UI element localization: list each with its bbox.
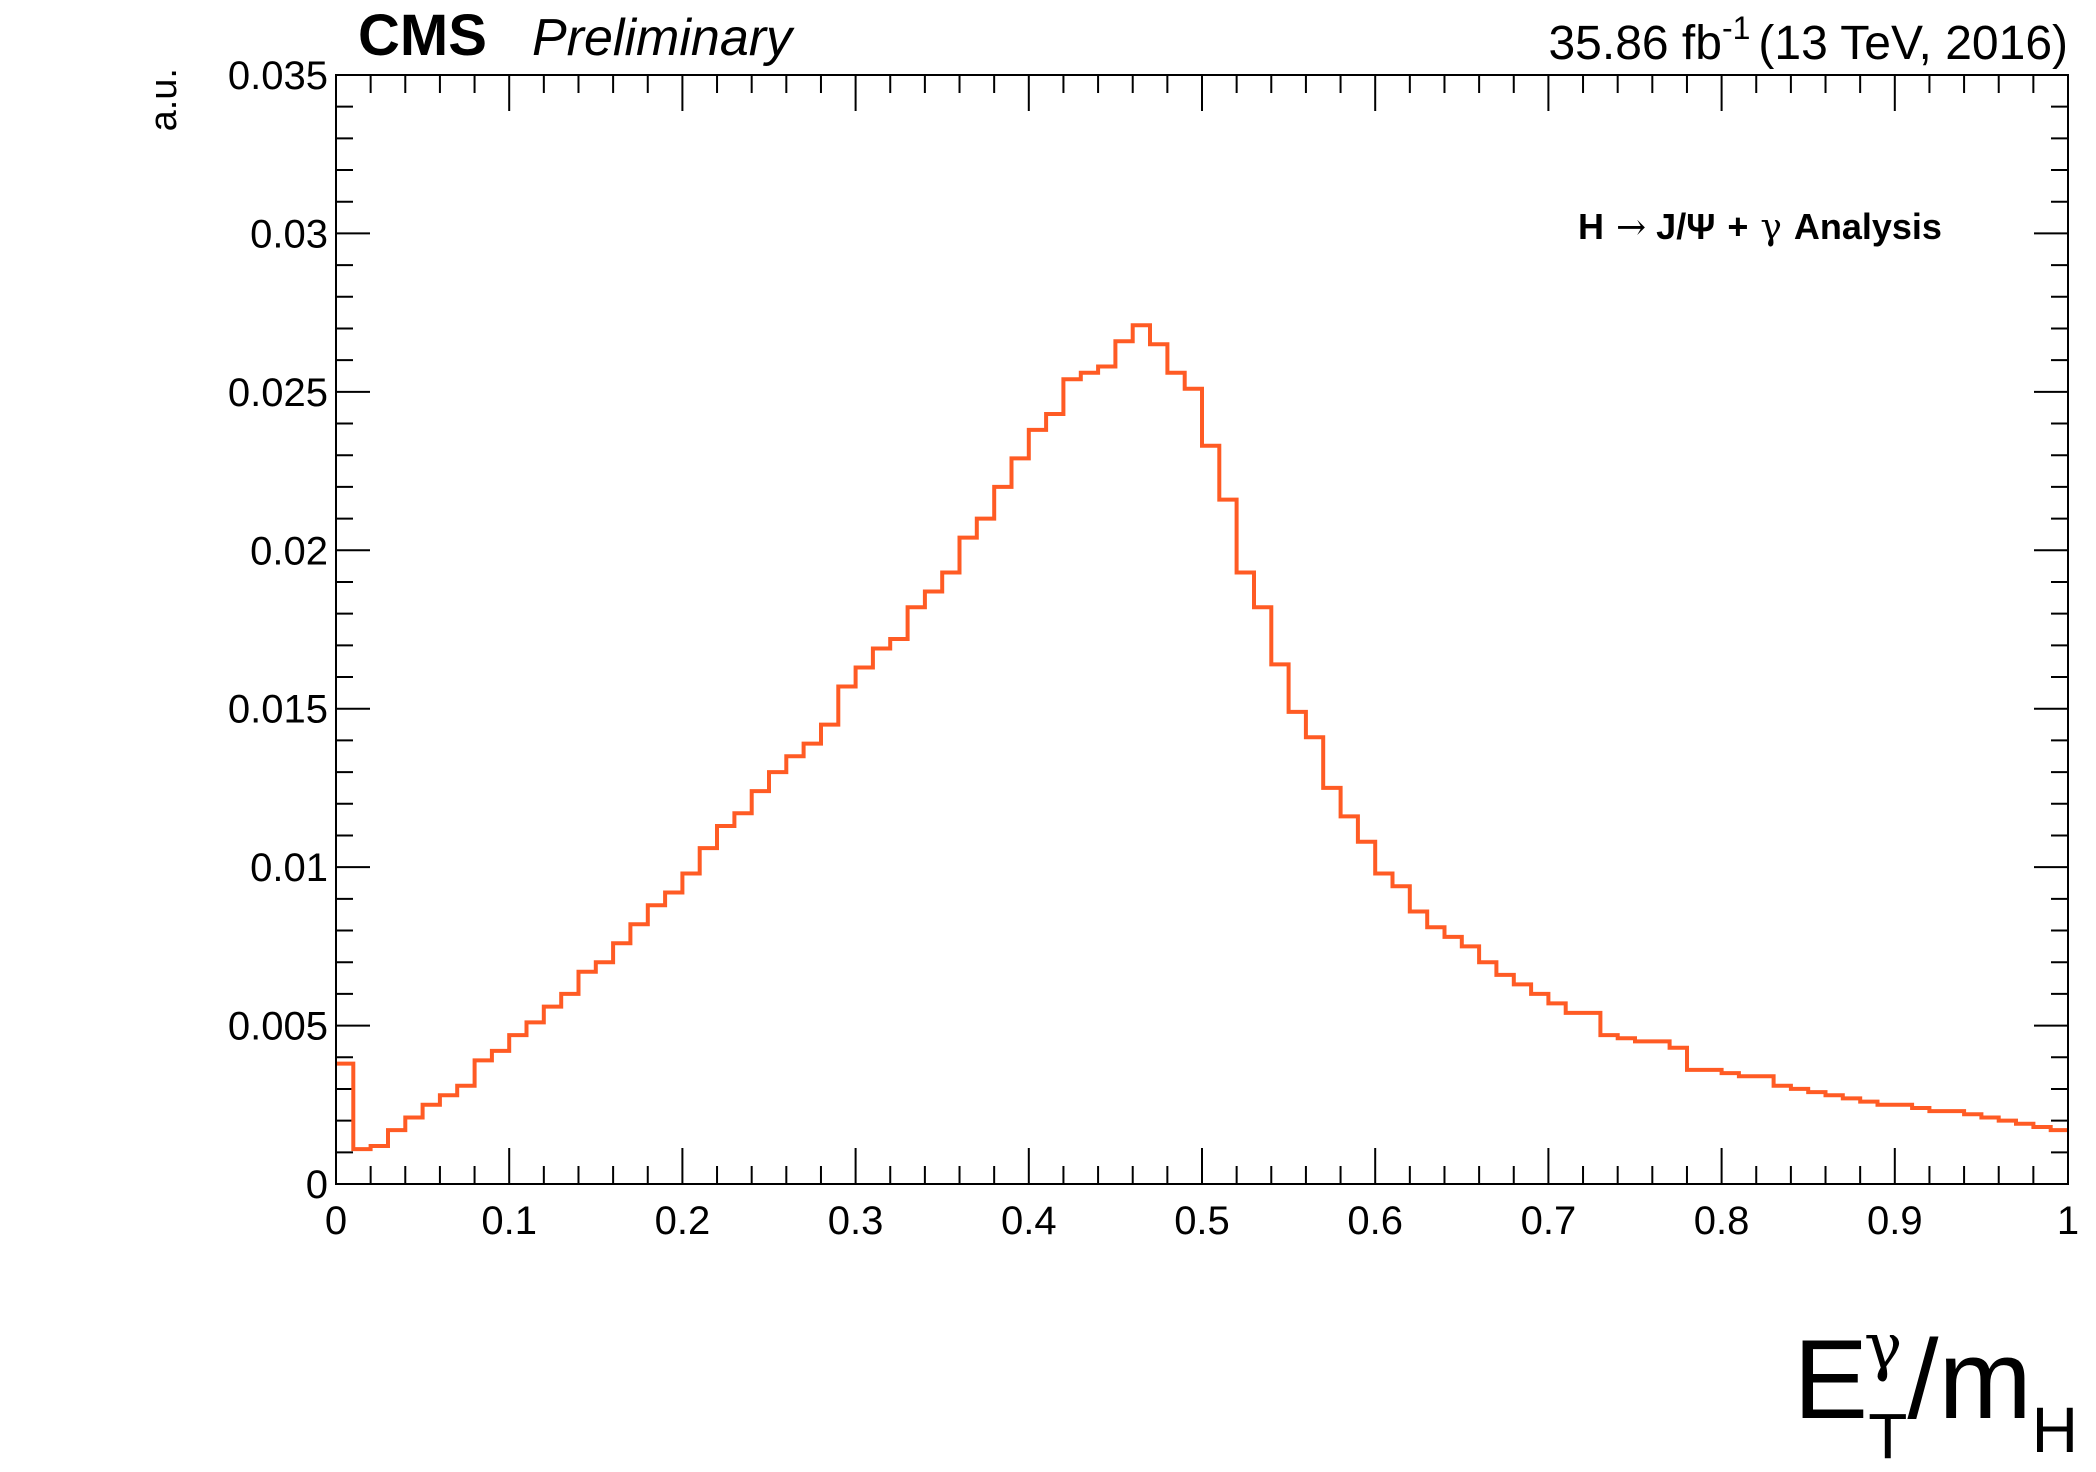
x-tick-label: 0.3 [828, 1199, 884, 1243]
cms-label: CMS [358, 3, 487, 68]
x-axis-ticks [335, 75, 2069, 1184]
lumi-value: 35.86 fb [1548, 17, 1721, 70]
x-axis-tick-labels: 0 0.1 0.2 0.3 0.4 0.5 0.6 0.7 0.8 0.9 1 [325, 1199, 2079, 1243]
x-tick-label: 1 [2057, 1199, 2079, 1243]
x-tick-label: 0.9 [1867, 1199, 1923, 1243]
y-axis-tick-labels: 0 0.005 0.01 0.015 0.02 0.025 0.03 0.035 [228, 54, 328, 1207]
y-tick-label: 0.005 [228, 1005, 328, 1049]
x-label-slash-m: /m [1907, 1317, 2031, 1442]
preliminary-label: Preliminary [532, 9, 795, 67]
annotation-arrow: → [1616, 207, 1646, 248]
x-tick-label: 0.8 [1694, 1199, 1750, 1243]
y-tick-label: 0.03 [250, 212, 328, 256]
annotation-jpsi: J/Ψ [1656, 206, 1715, 247]
y-tick-label: 0.01 [250, 846, 328, 890]
lumi-unit-exponent: -1 [1722, 10, 1750, 46]
energy-label: (13 TeV, 2016) [1758, 17, 2068, 70]
x-tick-label: 0.2 [655, 1199, 711, 1243]
x-tick-label: 0 [325, 1199, 347, 1243]
annotation-plus: + [1727, 206, 1748, 247]
y-axis-label: a.u. [143, 68, 185, 131]
annotation-gamma: γ [1760, 207, 1782, 248]
annotation-analysis: Analysis [1794, 206, 1942, 247]
x-tick-label: 0.1 [481, 1199, 537, 1243]
y-tick-label: 0.015 [228, 688, 328, 732]
x-label-e: E [1793, 1317, 1868, 1442]
plot-frame [335, 74, 2069, 1185]
annotation-h: H [1578, 206, 1604, 247]
x-label-gamma: γ [1864, 1310, 1902, 1384]
y-tick-label: 0.02 [250, 529, 328, 573]
y-tick-label: 0.035 [228, 54, 328, 98]
x-label-h: H [2032, 1394, 2078, 1466]
x-tick-label: 0.5 [1174, 1199, 1230, 1243]
x-tick-label: 0.7 [1521, 1199, 1577, 1243]
x-label-t: T [1868, 1400, 1907, 1472]
x-axis-label: Eγ T/mH [1793, 1310, 2078, 1472]
x-tick-label: 0.4 [1001, 1199, 1057, 1243]
analysis-annotation: H → J/Ψ + γ Analysis [1578, 206, 1942, 248]
luminosity-label: 35.86 fb-1 (13 TeV, 2016) [1548, 10, 2068, 70]
histogram-series-line [336, 323, 2068, 1152]
y-tick-label: 0.025 [228, 371, 328, 415]
y-tick-label: 0 [306, 1163, 328, 1207]
x-tick-label: 0.6 [1347, 1199, 1403, 1243]
